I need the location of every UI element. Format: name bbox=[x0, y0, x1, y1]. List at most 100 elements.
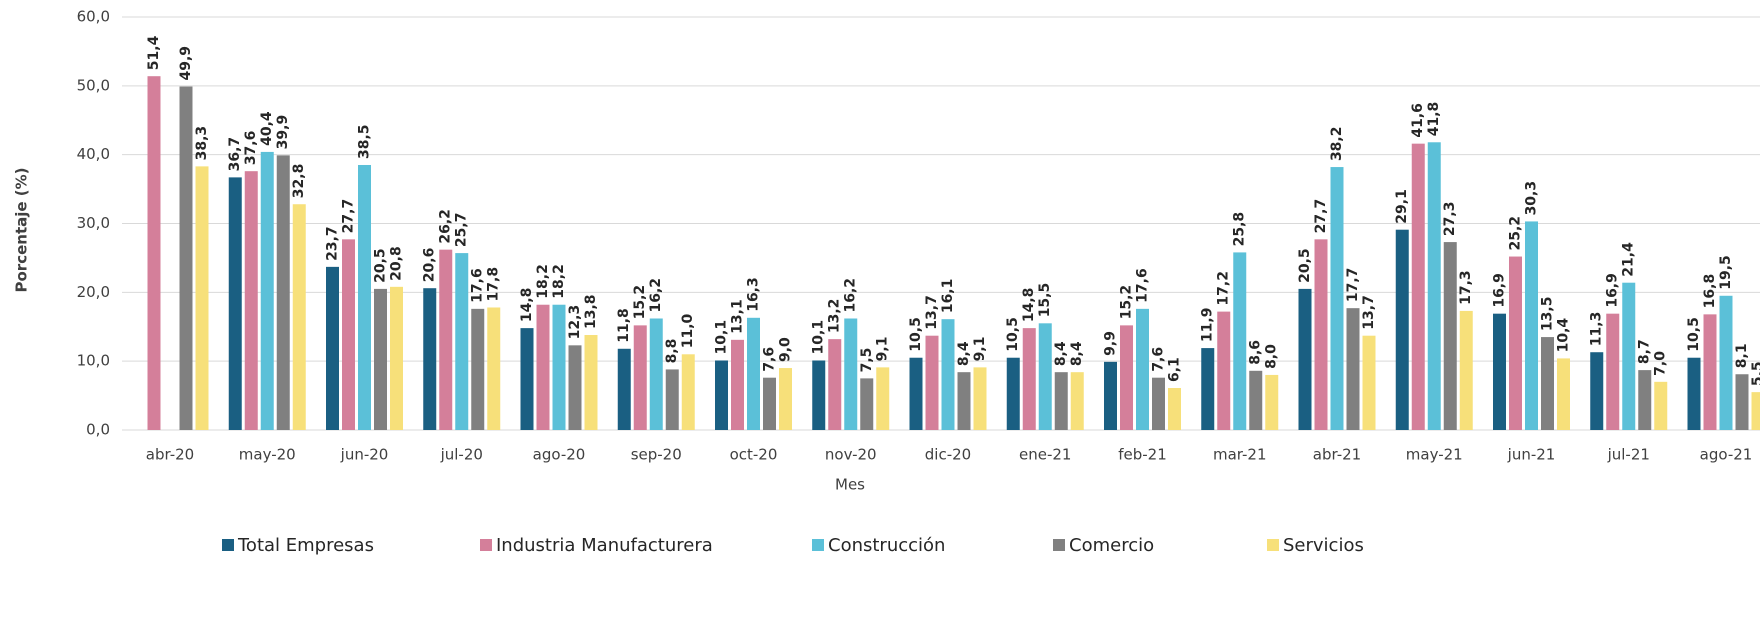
bar bbox=[260, 151, 274, 430]
bar bbox=[1459, 310, 1473, 430]
legend-label: Comercio bbox=[1069, 535, 1154, 556]
bar bbox=[1427, 142, 1441, 430]
value-label: 13,5 bbox=[1540, 297, 1556, 332]
bar bbox=[1201, 348, 1215, 430]
value-label: 11,0 bbox=[680, 313, 696, 348]
value-label: 18,2 bbox=[535, 264, 551, 299]
value-label: 16,2 bbox=[843, 278, 859, 313]
value-label: 9,1 bbox=[875, 337, 891, 362]
value-label: 8,4 bbox=[1053, 341, 1069, 366]
bar bbox=[342, 239, 355, 430]
x-tick-label: jun-21 bbox=[1507, 446, 1556, 464]
value-label: 27,7 bbox=[341, 199, 357, 234]
bar bbox=[1541, 337, 1554, 430]
value-label: 8,1 bbox=[1734, 343, 1750, 368]
bar bbox=[1395, 229, 1409, 430]
value-label: 25,8 bbox=[1232, 212, 1248, 247]
value-label: 8,8 bbox=[664, 339, 680, 364]
value-label: 13,7 bbox=[1361, 295, 1377, 330]
bar bbox=[1136, 308, 1149, 430]
bar bbox=[860, 378, 874, 430]
legend-label: Servicios bbox=[1283, 535, 1364, 556]
value-label: 8,4 bbox=[956, 341, 972, 366]
bar bbox=[1735, 374, 1749, 430]
value-label: 38,3 bbox=[194, 126, 210, 161]
bar bbox=[276, 155, 290, 431]
value-label: 10,5 bbox=[908, 317, 924, 352]
value-label: 10,5 bbox=[1005, 317, 1021, 352]
y-tick-label: 0,0 bbox=[86, 421, 110, 439]
bar bbox=[1557, 358, 1570, 430]
x-tick-label: sep-20 bbox=[631, 446, 682, 464]
value-label: 9,1 bbox=[972, 337, 988, 362]
bar bbox=[179, 86, 193, 430]
bar bbox=[973, 367, 987, 430]
value-label: 16,8 bbox=[1702, 274, 1718, 309]
value-label: 11,9 bbox=[1200, 308, 1216, 343]
bar bbox=[1606, 313, 1620, 430]
value-label: 8,7 bbox=[1637, 339, 1653, 364]
bar bbox=[455, 253, 469, 430]
bar bbox=[1265, 374, 1279, 430]
bar bbox=[779, 368, 792, 430]
legend-swatch bbox=[1267, 539, 1279, 551]
bar bbox=[1298, 288, 1312, 430]
x-tick-label: mar-21 bbox=[1213, 446, 1267, 464]
value-label: 9,0 bbox=[778, 337, 794, 362]
bar bbox=[358, 164, 371, 430]
value-label: 25,2 bbox=[1508, 216, 1524, 251]
value-label: 13,1 bbox=[730, 299, 746, 334]
value-label: 51,4 bbox=[146, 35, 162, 70]
bar bbox=[747, 317, 760, 430]
bar bbox=[1314, 239, 1328, 430]
value-label: 41,6 bbox=[1410, 103, 1426, 138]
bar bbox=[244, 171, 258, 431]
x-tick-label: ago-20 bbox=[533, 446, 586, 464]
value-label: 17,6 bbox=[1135, 268, 1151, 303]
value-label: 15,2 bbox=[632, 285, 648, 320]
bar bbox=[1104, 361, 1117, 430]
x-tick-label: nov-20 bbox=[825, 446, 877, 464]
bar bbox=[1022, 328, 1036, 430]
value-label: 49,9 bbox=[178, 46, 194, 81]
bar bbox=[1703, 314, 1717, 430]
bar bbox=[536, 304, 550, 430]
value-label: 16,3 bbox=[746, 277, 762, 312]
bar bbox=[1751, 392, 1760, 430]
value-label: 11,8 bbox=[616, 308, 632, 343]
value-label: 20,5 bbox=[1297, 248, 1313, 283]
bar bbox=[681, 354, 695, 430]
value-label: 13,2 bbox=[827, 299, 843, 334]
value-label: 11,3 bbox=[1589, 312, 1605, 347]
value-label: 32,8 bbox=[291, 164, 307, 199]
bar bbox=[649, 318, 663, 430]
bar bbox=[228, 177, 242, 430]
bar bbox=[439, 249, 453, 430]
value-label: 16,2 bbox=[648, 278, 664, 313]
bar bbox=[909, 357, 923, 430]
x-tick-label: jul-20 bbox=[440, 446, 483, 464]
value-label: 10,1 bbox=[714, 320, 730, 355]
value-label: 29,1 bbox=[1394, 189, 1410, 224]
value-label: 17,8 bbox=[486, 267, 502, 302]
value-label: 7,5 bbox=[859, 348, 875, 373]
value-label: 36,7 bbox=[227, 137, 243, 172]
bar bbox=[1493, 313, 1506, 430]
bar bbox=[292, 204, 306, 430]
value-label: 17,7 bbox=[1345, 268, 1361, 303]
bar bbox=[957, 372, 971, 430]
bar bbox=[1168, 388, 1181, 430]
bar bbox=[584, 335, 598, 430]
bar bbox=[925, 335, 939, 430]
value-label: 23,7 bbox=[325, 226, 341, 261]
value-label: 17,3 bbox=[1458, 270, 1474, 305]
value-label: 14,8 bbox=[519, 288, 535, 323]
y-tick-label: 60,0 bbox=[77, 8, 110, 26]
value-label: 40,4 bbox=[259, 111, 275, 146]
x-tick-label: ago-21 bbox=[1700, 446, 1753, 464]
value-label: 13,7 bbox=[924, 295, 940, 330]
value-label: 20,6 bbox=[422, 248, 438, 283]
bar bbox=[1638, 370, 1652, 430]
value-label: 6,1 bbox=[1167, 357, 1183, 382]
